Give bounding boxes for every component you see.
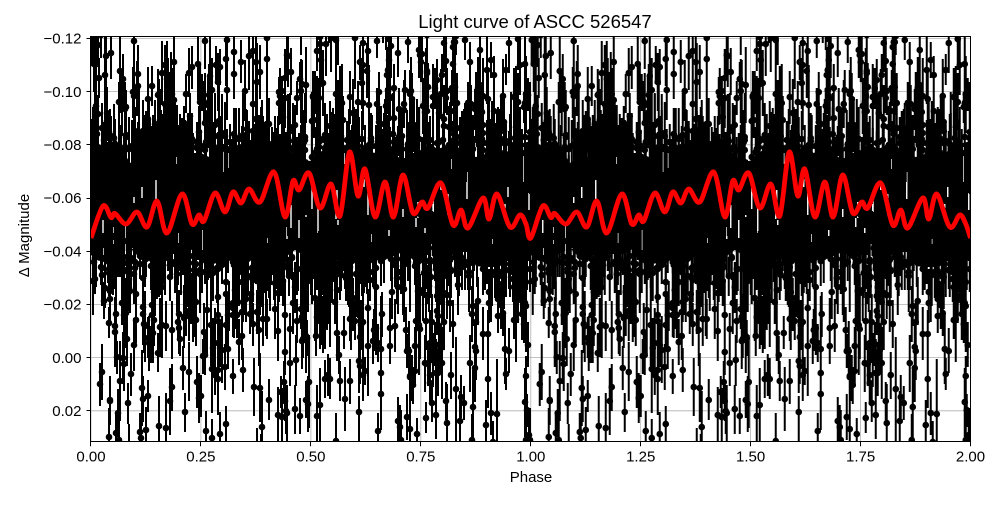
svg-text:0.25: 0.25 xyxy=(186,449,215,466)
svg-text:Phase: Phase xyxy=(510,469,553,486)
svg-text:Light curve of ASCC 526547: Light curve of ASCC 526547 xyxy=(418,11,651,32)
svg-text:−0.10: −0.10 xyxy=(44,84,82,101)
svg-text:−0.06: −0.06 xyxy=(44,190,82,207)
svg-text:0.00: 0.00 xyxy=(76,449,105,466)
svg-text:1.75: 1.75 xyxy=(846,449,875,466)
svg-text:0.02: 0.02 xyxy=(52,403,81,420)
svg-text:Δ Magnitude: Δ Magnitude xyxy=(16,194,33,277)
svg-text:−0.02: −0.02 xyxy=(44,297,82,314)
svg-text:1.00: 1.00 xyxy=(516,449,545,466)
svg-text:−0.12: −0.12 xyxy=(44,31,82,48)
svg-text:1.25: 1.25 xyxy=(626,449,655,466)
svg-text:0.50: 0.50 xyxy=(296,449,325,466)
svg-text:0.75: 0.75 xyxy=(406,449,435,466)
svg-text:−0.08: −0.08 xyxy=(44,137,82,154)
svg-text:2.00: 2.00 xyxy=(956,449,985,466)
svg-text:1.50: 1.50 xyxy=(736,449,765,466)
svg-text:−0.04: −0.04 xyxy=(44,243,82,260)
svg-text:0.00: 0.00 xyxy=(52,350,81,367)
